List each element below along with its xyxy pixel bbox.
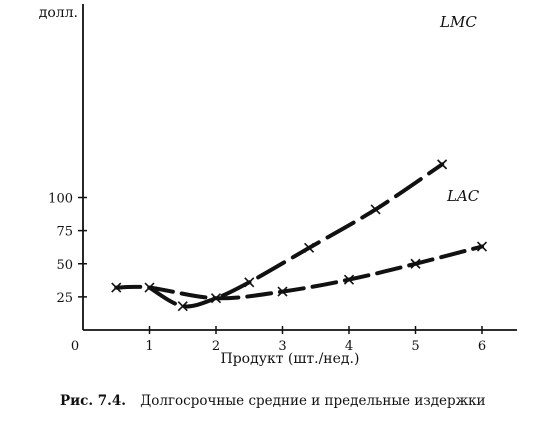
data-point-lmc [244,277,255,288]
series-label-lmc: LMC [439,13,477,31]
data-point-lac [144,282,155,293]
data-point-lac [410,258,421,269]
x-tick-label: 6 [478,339,486,354]
caption-label: Рис. 7.4. [60,393,126,409]
x-tick-label: 1 [145,339,153,354]
axes [82,4,517,331]
x-tick-label: 2 [212,339,220,354]
x-axis-label: Продукт (шт./нед.) [221,351,360,367]
curves [114,162,484,309]
data-point-lac [111,282,122,293]
data-point-lmc [437,159,448,170]
data-point-lac [277,286,288,297]
x-tick-label: 0 [71,339,79,354]
x-tick-label: 5 [411,339,419,354]
y-tick-label: 100 [48,192,73,207]
x-tick-label: 3 [278,339,286,354]
data-point-lmc [177,301,188,312]
data-point-lmc [370,204,381,215]
data-point-lac [343,274,355,285]
ticks: 25 50 75 100 0 1 2 3 4 5 6 [48,192,486,355]
y-tick-label: 50 [56,258,73,273]
series-label-lac: LAC [446,187,480,205]
y-tick-label: 75 [56,225,73,240]
data-point-lmc [210,293,222,304]
labels: долл. Продукт (шт./нед.) LMC LAC [39,5,480,367]
data-point-lmc [304,242,315,253]
series-line-lmc [147,162,445,309]
caption-text: Долгосрочные средние и предельные издерж… [140,393,485,409]
y-axis-label: долл. [39,5,78,21]
x-tick-label: 4 [345,339,353,354]
svg-text:Рис. 7.4. Долгосрочные с: Рис. 7.4. Долгосрочные средние и предель… [60,393,486,409]
y-tick-label: 25 [56,291,73,306]
data-point-lac [476,241,488,252]
markers [111,159,488,312]
figure-caption: Рис. 7.4. Долгосрочные средние и предель… [60,393,486,409]
